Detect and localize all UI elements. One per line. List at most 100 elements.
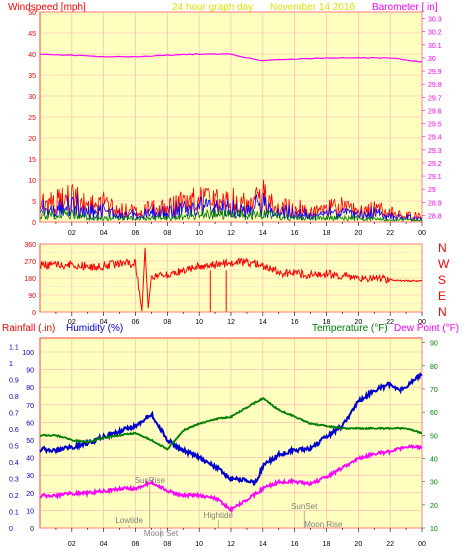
rain-tick-label: 0.5 [9,443,19,450]
rain-tick-label: 0.1 [9,509,19,516]
temperature-tick-label: 80 [430,364,438,371]
x-tick-label: 04 [100,541,108,548]
x-tick-label: 02 [68,230,76,237]
x-tick-label: 16 [291,541,299,548]
barometer-line [39,53,423,63]
x-tick-label: 10 [195,230,203,237]
humidity-tick-label: 20 [26,491,34,498]
x-tick-label: 16 [291,230,299,237]
rainfall-axis-title: Rainfall (.in) [2,323,55,334]
windspeed-tick-label: 10 [28,178,36,185]
windspeed-tick-label: 45 [28,31,36,38]
x-tick-label: 00 [418,319,426,326]
x-tick-label: 00 [418,230,426,237]
x-tick-label: 18 [323,319,331,326]
barometer-tick-label: 29.8 [428,82,442,89]
barometer-tick-label: 29.4 [428,135,442,142]
barometer-tick-label: 29 [428,187,436,194]
rain-tick-label: 1.1 [9,344,19,351]
x-tick-label: 02 [68,319,76,326]
humidity-tick-label: 50 [26,438,34,445]
windspeed-ticks: 0 5 10 15 20 25 30 35 40 45 50 [28,10,36,227]
temperature-tick-label: 20 [430,503,438,510]
x-tick-label: 12 [227,541,235,548]
direction-tick-label: 90 [28,293,36,300]
temperature-tick-label: 30 [430,480,438,487]
x-tick-label: 08 [163,230,171,237]
barometer-tick-label: 29.5 [428,122,442,129]
dewpoint-axis-title: Dew Point (°F) [394,323,459,334]
wind-x-ticks: 02 04 06 08 10 12 14 16 18 20 22 00 [55,222,426,237]
direction-ticks: 360 270 180 90 0 [24,242,36,317]
x-tick-label: 10 [195,319,203,326]
barometer-tick-label: 28.9 [428,200,442,207]
humidity-ticks: 0 10 20 30 40 50 60 70 80 90 100 [22,350,34,533]
barometer-tick-label: 29.6 [428,108,442,115]
x-tick-label: 18 [323,230,331,237]
x-tick-label: 20 [354,230,362,237]
x-tick-label: 04 [100,230,108,237]
temperature-axis-title: Temperature (°F) [312,323,388,334]
temperature-tick-label: 70 [430,387,438,394]
x-tick-label: 20 [354,541,362,548]
humidity-tick-label: 0 [30,526,34,533]
rain-ticks: 0 0.1 0.2 0.3 0.4 0.5 0.6 0.7 0.8 0.9 1 1.1 [9,344,19,533]
barometer-tick-label: 29.2 [428,161,442,168]
event-label: SunRise [135,476,166,485]
wind-series [39,53,423,223]
x-tick-label: 16 [291,319,299,326]
x-tick-label: 08 [163,319,171,326]
humidity-tick-label: 100 [22,350,34,357]
humidity-axis-title: Humidity (%) [66,323,123,334]
x-tick-label: 06 [132,230,140,237]
temperature-tick-label: 90 [430,341,438,348]
direction-x-ticks: 02 04 06 08 10 12 14 16 18 20 22 00 [55,312,426,326]
barometer-tick-label: 30.2 [428,30,442,37]
humidity-line [39,372,423,486]
rain-tick-label: 0.9 [9,377,19,384]
compass-label: W [438,257,450,271]
direction-tick-label: 180 [24,276,36,283]
event-label: SunSet [291,502,318,511]
humidity-tick-label: 80 [26,385,34,392]
event-label: Hightide [204,511,234,520]
windspeed-tick-label: 20 [28,136,36,143]
windspeed-tick-label: 0 [32,220,36,227]
x-tick-label: 00 [418,541,426,548]
compass-label: N [438,305,447,319]
x-tick-label: 06 [132,541,140,548]
dewpoint-line [39,443,423,514]
rain-tick-label: 0.2 [9,493,19,500]
rain-tick-label: 0.8 [9,394,19,401]
x-tick-label: 22 [386,541,394,548]
windspeed-axis-title: Windspeed [mph] [8,2,86,13]
windspeed-tick-label: 5 [32,199,36,206]
temperature-ticks: 10 20 30 40 50 60 70 80 90 [422,341,438,533]
x-tick-label: 14 [259,319,267,326]
rain-tick-label: 0.3 [9,476,19,483]
direction-tick-label: 270 [24,259,36,266]
temperature-tick-label: 50 [430,433,438,440]
x-tick-label: 20 [354,319,362,326]
windspeed-tick-label: 50 [28,10,36,17]
barometer-tick-label: 30.1 [428,43,442,50]
x-tick-label: 14 [259,541,267,548]
x-tick-label: 12 [227,230,235,237]
temperature-line [39,396,423,451]
graph-date: November 14 2016 [270,2,355,13]
humidity-tick-label: 30 [26,473,34,480]
humidity-grid [40,338,423,529]
temperature-tick-label: 60 [430,410,438,417]
rain-tick-label: 0.6 [9,427,19,434]
humidity-tick-label: 10 [26,508,34,515]
barometer-tick-label: 29.9 [428,69,442,76]
direction-tick-label: 0 [32,310,36,317]
x-tick-label: 22 [386,230,394,237]
compass-label: S [438,273,446,287]
event-label: Moon Set [144,529,179,538]
barometer-tick-label: 28.8 [428,213,442,220]
humidity-tick-label: 60 [26,420,34,427]
